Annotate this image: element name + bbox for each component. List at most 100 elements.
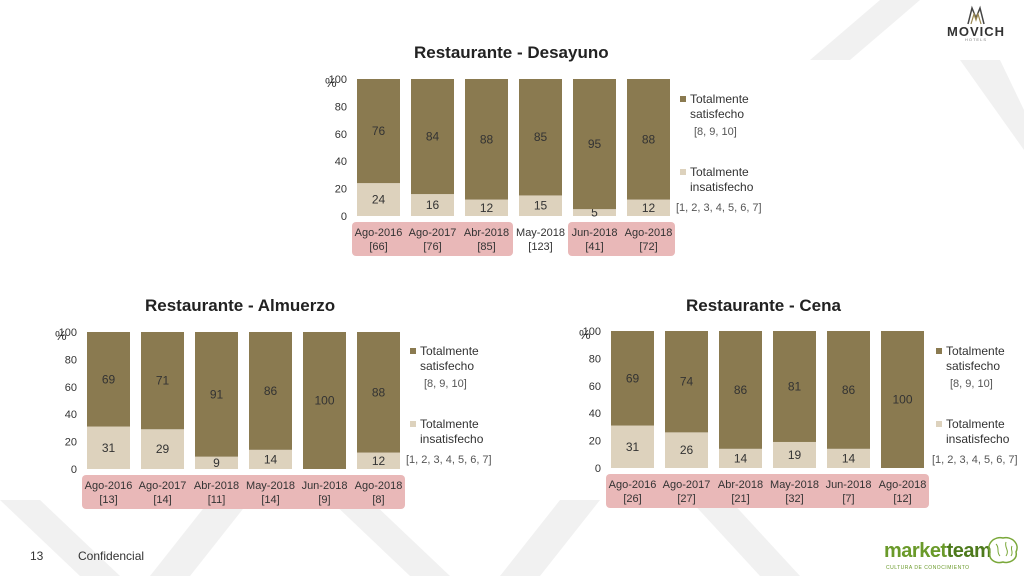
- marketteam-wordmark: marketteam: [884, 540, 992, 563]
- data-label-unsatisfied: 19: [788, 448, 802, 462]
- data-label-unsatisfied: 31: [102, 441, 116, 455]
- y-tick-label: 20: [65, 437, 77, 449]
- bar-unsatisfied: [465, 199, 508, 216]
- x-count-label: [32]: [785, 493, 803, 505]
- bar-unsatisfied: [519, 195, 562, 216]
- bar-unsatisfied: [611, 425, 654, 468]
- x-tick-label: Ago-2017: [139, 480, 187, 492]
- bar-satisfied: [357, 79, 400, 184]
- y-tick-label: 80: [335, 101, 347, 113]
- legend-range-satisfied: [8, 9, 10]: [424, 378, 467, 390]
- x-tick-label: Ago-2016: [85, 480, 133, 492]
- x-tick-label: May-2018: [516, 227, 565, 239]
- bar-satisfied: [881, 331, 924, 468]
- y-tick-label: 20: [589, 436, 601, 448]
- y-tick-label: 60: [335, 129, 347, 141]
- bar-satisfied: [411, 79, 454, 195]
- y-tick-label: 40: [335, 156, 347, 168]
- y-tick-label: 60: [65, 382, 77, 394]
- bar-unsatisfied: [195, 456, 238, 469]
- x-count-label: [72]: [639, 241, 657, 253]
- y-tick-label: 60: [589, 381, 601, 393]
- bar-satisfied: [773, 331, 816, 442]
- data-label-satisfied: 91: [210, 387, 224, 401]
- bar-unsatisfied: [827, 448, 870, 468]
- legend-label-satisfied: Totalmente: [690, 92, 749, 106]
- bar-unsatisfied: [573, 209, 616, 216]
- data-label-unsatisfied: 29: [156, 442, 170, 456]
- legend-range-unsatisfied: [1, 2, 3, 4, 5, 6, 7]: [932, 454, 1018, 466]
- marketteam-word-1: market: [884, 540, 947, 562]
- chart-title-cena: Restaurante - Cena: [686, 296, 841, 315]
- data-label-unsatisfied: 24: [372, 193, 386, 207]
- x-count-label: [85]: [477, 241, 495, 253]
- data-label-satisfied: 88: [480, 132, 494, 146]
- data-label-satisfied: 100: [892, 393, 912, 407]
- marketteam-tagline: CULTURA DE CONOCIMIENTO: [886, 565, 970, 571]
- x-count-label: [9]: [318, 494, 330, 506]
- x-count-label: [26]: [623, 493, 641, 505]
- legend-range-unsatisfied: [1, 2, 3, 4, 5, 6, 7]: [406, 454, 492, 466]
- x-tick-label: Ago-2016: [355, 227, 403, 239]
- x-tick-label: Ago-2018: [355, 480, 403, 492]
- x-count-label: [123]: [528, 241, 552, 253]
- data-label-unsatisfied: 12: [642, 201, 656, 215]
- x-count-label: [66]: [369, 241, 387, 253]
- x-tick-label: Jun-2018: [572, 227, 618, 239]
- y-axis-label: %: [55, 328, 67, 343]
- data-label-satisfied: 95: [588, 137, 602, 151]
- bar-unsatisfied: [87, 426, 130, 469]
- legend-label-satisfied: satisfecho: [690, 107, 744, 121]
- bar-unsatisfied: [665, 432, 708, 468]
- x-tick-label: Abr-2018: [718, 479, 763, 491]
- y-tick-label: 100: [329, 74, 347, 86]
- data-label-satisfied: 84: [426, 130, 440, 144]
- bar-unsatisfied: [719, 448, 762, 468]
- confidential-label: Confidencial: [78, 549, 145, 563]
- chart-cena: 0 20 40 60 80 100% 31 69 Ago-2016 [26] 26 74 Ago-201…: [579, 326, 1018, 508]
- x-count-label: [12]: [893, 493, 911, 505]
- x-count-label: [13]: [99, 494, 117, 506]
- category-highlight-band: [606, 474, 929, 508]
- x-tick-label: Jun-2018: [302, 480, 348, 492]
- brain-icon: [988, 536, 1018, 564]
- brand-name: MOVICH: [947, 24, 1005, 39]
- bar-unsatisfied: [411, 194, 454, 216]
- bar-unsatisfied: [773, 441, 816, 468]
- bar-satisfied: [719, 331, 762, 449]
- y-tick-label: 0: [71, 464, 77, 476]
- data-label-unsatisfied: 9: [213, 456, 220, 470]
- x-count-label: [8]: [372, 494, 384, 506]
- data-label-unsatisfied: 14: [842, 451, 856, 465]
- x-count-label: [76]: [423, 241, 441, 253]
- data-label-satisfied: 69: [102, 372, 116, 386]
- x-count-label: [11]: [208, 494, 226, 506]
- data-label-satisfied: 69: [626, 371, 640, 385]
- category-highlight-band: [568, 222, 675, 256]
- bar-unsatisfied: [357, 183, 400, 216]
- bar-satisfied: [519, 79, 562, 196]
- y-tick-label: 80: [65, 354, 77, 366]
- legend-swatch-satisfied: [680, 96, 686, 102]
- x-count-label: [41]: [585, 241, 603, 253]
- data-label-unsatisfied: 16: [426, 198, 440, 212]
- marketteam-logo: marketteam CULTURA DE CONOCIMIENTO: [884, 532, 1024, 576]
- data-label-satisfied: 86: [264, 384, 278, 398]
- y-tick-label: 80: [589, 353, 601, 365]
- data-label-satisfied: 88: [642, 132, 656, 146]
- bar-satisfied: [573, 79, 616, 210]
- bar-unsatisfied: [627, 199, 670, 216]
- data-label-satisfied: 88: [372, 385, 386, 399]
- x-tick-label: May-2018: [246, 480, 295, 492]
- data-label-satisfied: 86: [734, 383, 748, 397]
- data-label-unsatisfied: 12: [480, 201, 494, 215]
- movich-logo: MOVICH HOTELS: [936, 4, 1016, 44]
- data-label-unsatisfied: 5: [591, 206, 598, 220]
- data-label-satisfied: 81: [788, 379, 802, 393]
- data-label-satisfied: 71: [156, 374, 170, 388]
- legend-label-satisfied: Totalmente: [420, 344, 479, 358]
- legend-label-satisfied: Totalmente: [946, 344, 1005, 358]
- legend-label-unsatisfied: insatisfecho: [690, 180, 754, 194]
